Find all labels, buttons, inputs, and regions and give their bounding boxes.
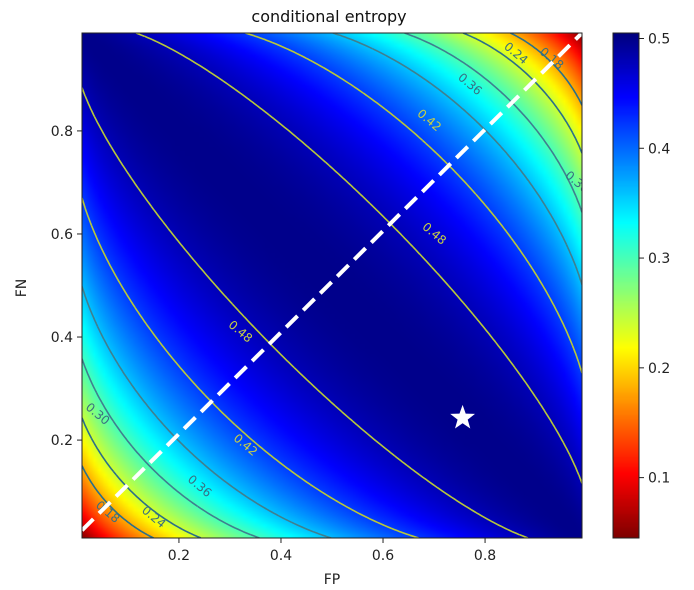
colorbar-frame (612, 32, 640, 539)
x-tick-label: 0.2 (168, 548, 190, 564)
x-tick-label: 0.8 (474, 548, 496, 564)
contour-lines (82, 33, 582, 538)
chart-title: conditional entropy (251, 7, 406, 26)
colorbar-tick-label: 0.5 (648, 31, 670, 47)
heatmap-image (82, 33, 582, 538)
colorbar-gradient (613, 33, 639, 538)
contour-line-0-36 (82, 33, 582, 538)
colorbar-tick-label: 0.4 (648, 141, 670, 157)
colorbar-tick-label: 0.2 (648, 361, 670, 377)
contour-line-0-42 (82, 33, 582, 538)
plot-area: 0.180.240.360.420.300.480.480.420.360.30… (81, 32, 583, 539)
x-axis-ticks: 0.2 0.4 0.6 0.8 (168, 538, 496, 564)
plot-frame (81, 32, 583, 539)
star-marker (450, 404, 475, 429)
x-tick-label: 0.6 (372, 548, 394, 564)
colorbar: 0.1 0.2 0.3 0.4 0.5 (612, 31, 670, 539)
colorbar-tick-label: 0.3 (648, 251, 670, 267)
contour-line-0-3 (82, 33, 582, 538)
contour-line-0-18 (82, 33, 582, 538)
y-tick-label: 0.4 (51, 330, 73, 346)
y-tick-label: 0.2 (51, 433, 73, 449)
x-axis-label: FP (324, 572, 341, 588)
dashed-diagonal-line (82, 33, 582, 532)
contour-line-0-48 (82, 33, 582, 538)
y-tick-label: 0.6 (51, 227, 73, 243)
y-axis-label: FN (14, 279, 30, 298)
colorbar-ticks: 0.1 0.2 0.3 0.4 0.5 (639, 31, 670, 487)
y-axis-ticks: 0.2 0.4 0.6 0.8 (51, 124, 82, 449)
x-tick-label: 0.4 (270, 548, 292, 564)
contour-line-0-24 (82, 33, 582, 538)
colorbar-tick-label: 0.1 (648, 471, 670, 487)
y-tick-label: 0.8 (51, 124, 73, 140)
